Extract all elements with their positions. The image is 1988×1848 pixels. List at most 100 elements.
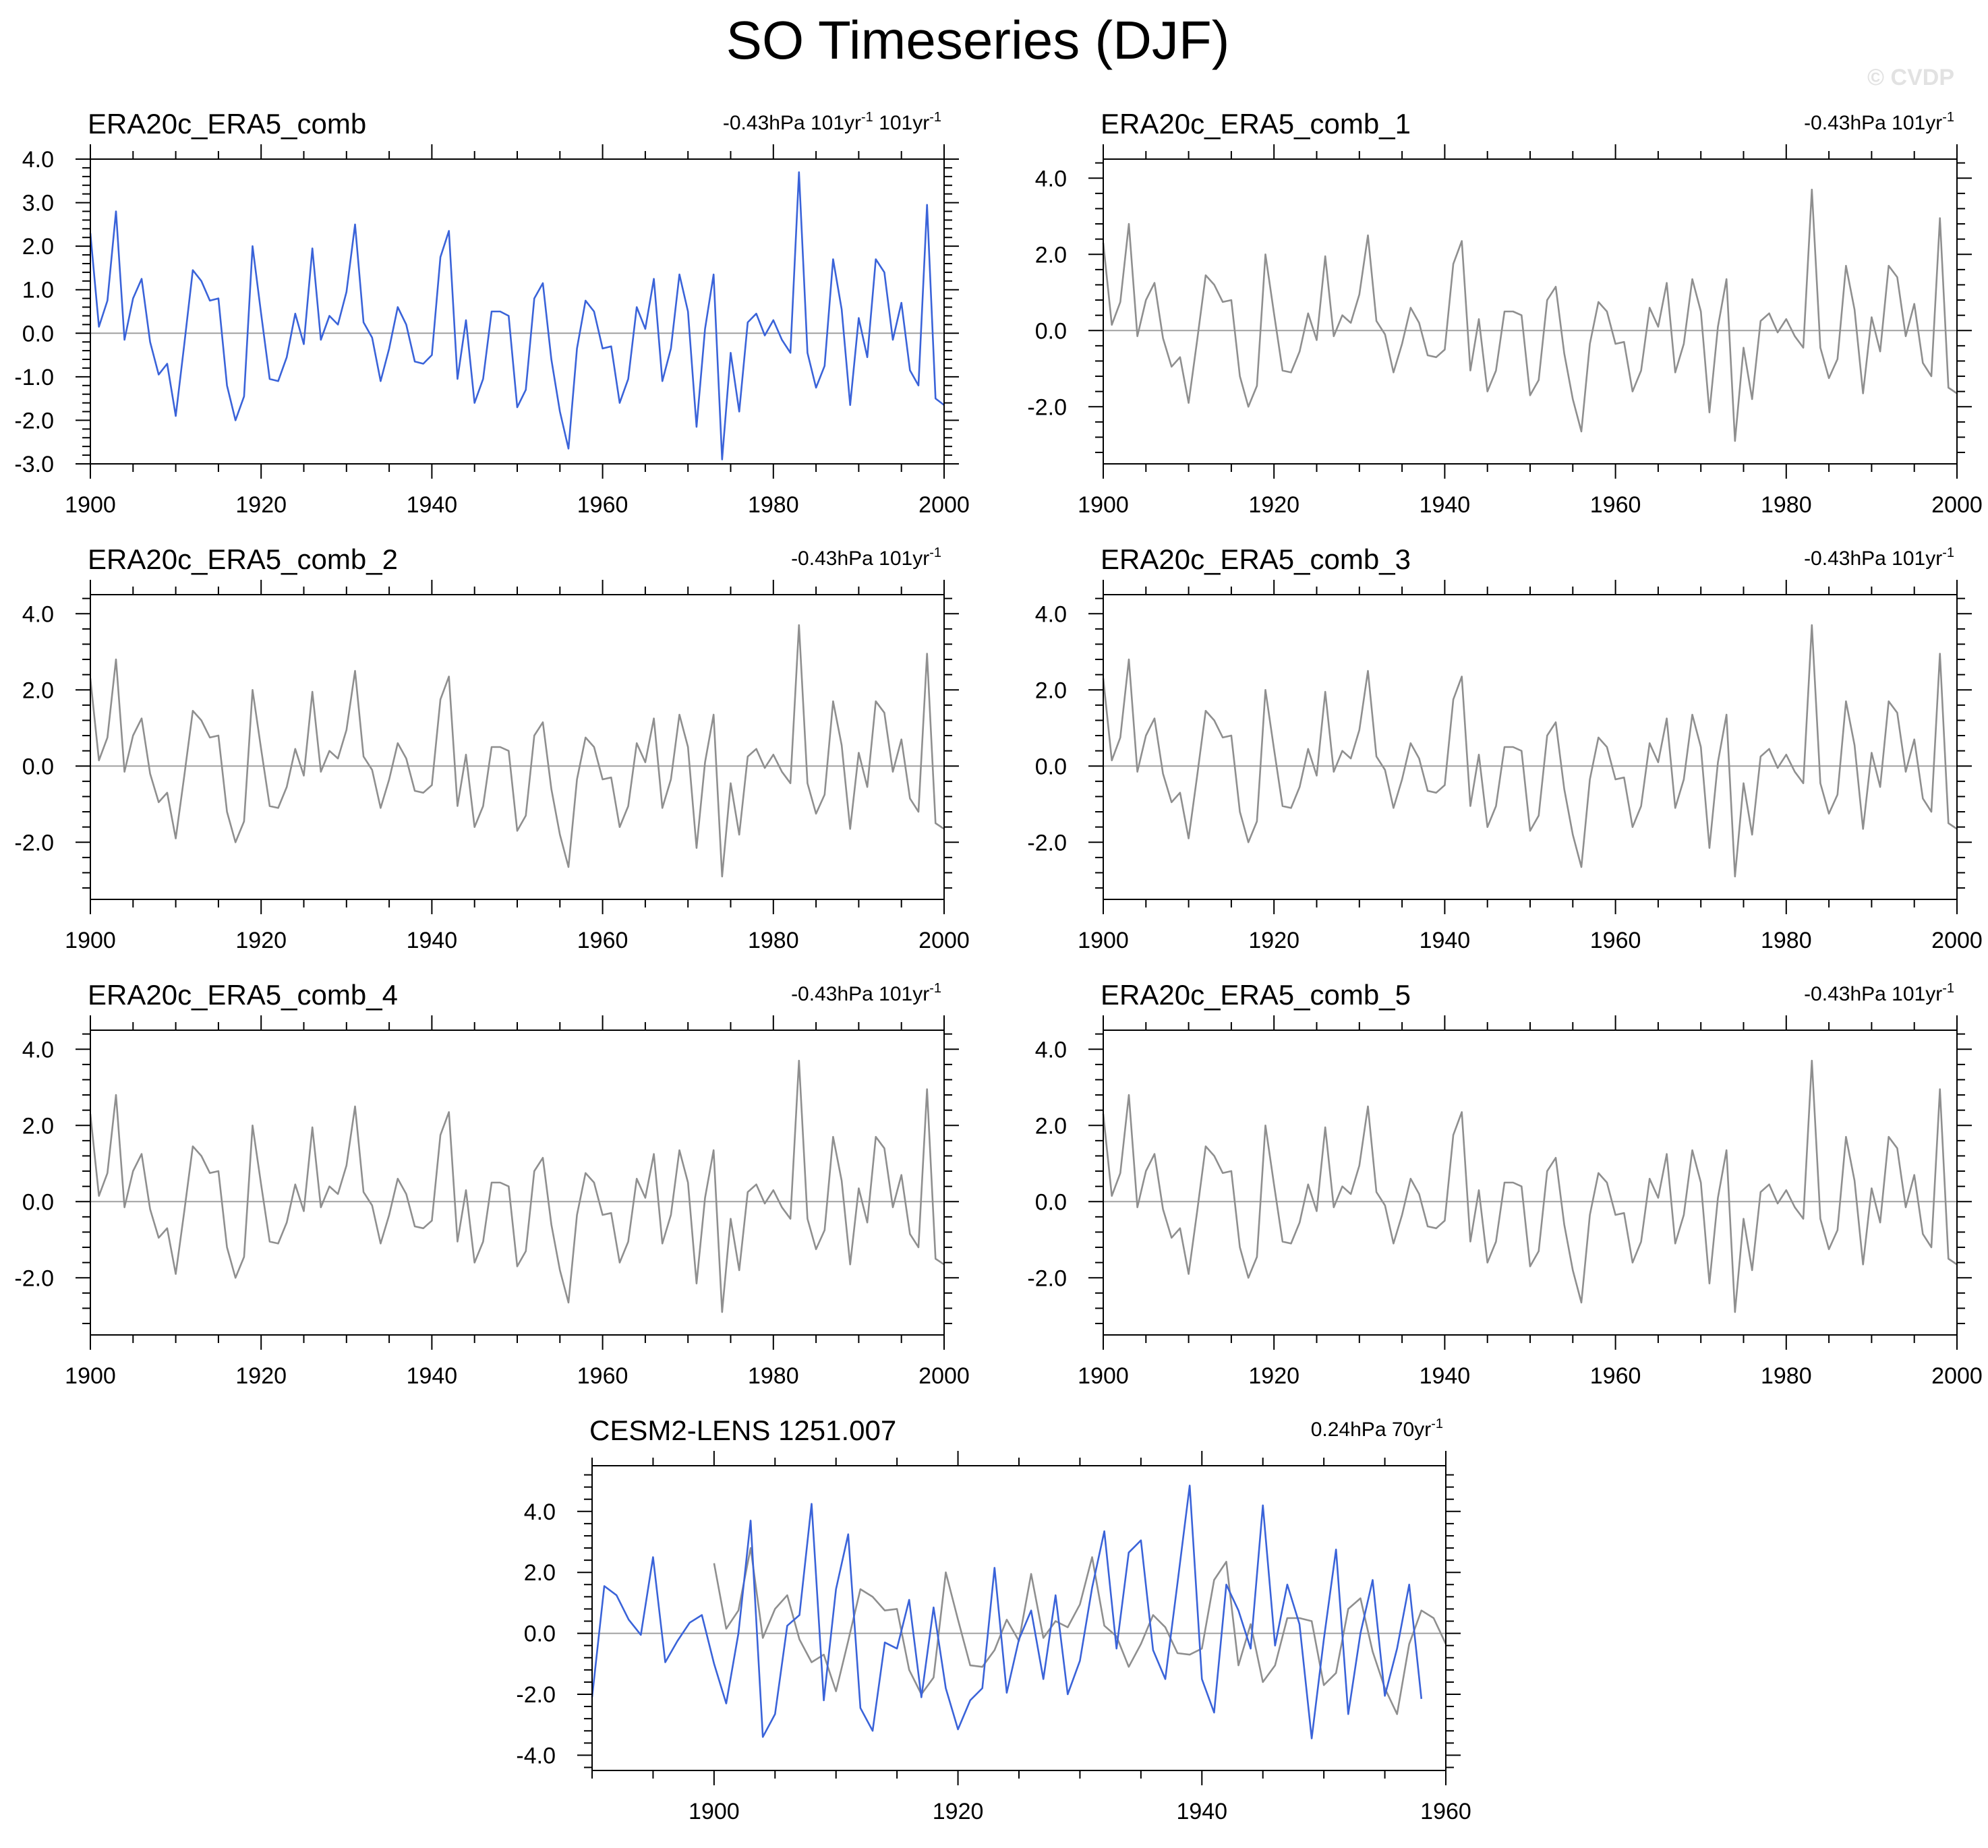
trend-text: -0.43hPa 101yr xyxy=(1804,112,1942,134)
panel-1: ERA20c_ERA5_comb_1 -0.43hPa 101yr-1 1900 19… xyxy=(1027,108,1982,518)
watermark: © CVDP xyxy=(1867,65,1954,90)
series-line-0 xyxy=(89,1059,945,1313)
y-tick-label: -2.0 xyxy=(516,1682,556,1708)
y-tick-label: 2.0 xyxy=(22,678,54,703)
x-tick-label: 1960 xyxy=(577,492,628,518)
trend-sup: -1 xyxy=(1431,1417,1443,1431)
series-line-0 xyxy=(1102,188,1958,442)
x-tick-label: 1980 xyxy=(1761,928,1812,953)
x-tick-label: 1980 xyxy=(1761,492,1812,518)
panel-title: ERA20c_ERA5_comb_4 xyxy=(88,979,398,1011)
series-line-0 xyxy=(89,171,945,460)
y-tick-label: -2.0 xyxy=(14,408,54,434)
series-line-0 xyxy=(713,1547,1447,1715)
x-tick-label: 1900 xyxy=(65,928,116,953)
panel-title: ERA20c_ERA5_comb_1 xyxy=(1101,108,1411,140)
y-tick-label: 2.0 xyxy=(1035,678,1067,703)
x-tick-label: 2000 xyxy=(1931,928,1983,953)
x-tick-label: 1960 xyxy=(1590,928,1641,953)
series-line-0 xyxy=(89,624,945,878)
x-tick-label: 2000 xyxy=(1931,492,1983,518)
x-tick-label: 1940 xyxy=(1420,492,1471,518)
trend-text: -0.43hPa 101yr xyxy=(723,112,861,134)
x-tick-label: 2000 xyxy=(918,492,970,518)
x-tick-label: 1900 xyxy=(689,1799,740,1824)
x-tick-label: 1900 xyxy=(65,1363,116,1389)
x-tick-label: 1900 xyxy=(1078,928,1129,953)
y-tick-label: 0.0 xyxy=(524,1621,556,1647)
panel-4: ERA20c_ERA5_comb_4 -0.43hPa 101yr-1 1900 19… xyxy=(14,979,969,1389)
trend-sup: -1 xyxy=(929,981,941,996)
y-tick-label: -4.0 xyxy=(516,1743,556,1768)
y-tick-label: 2.0 xyxy=(1035,242,1067,268)
x-tick-label: 2000 xyxy=(918,1363,970,1389)
trend-sup-2: -1 xyxy=(929,110,941,125)
trend-label: -0.43hPa 101yr-1 101yr-1 xyxy=(723,110,941,134)
plot-frame xyxy=(1103,158,1958,465)
x-tick-label: 1980 xyxy=(748,1363,799,1389)
trend-text: -0.43hPa 101yr xyxy=(1804,547,1942,570)
y-tick-label: 2.0 xyxy=(22,234,54,260)
x-tick-label: 1900 xyxy=(1078,1363,1129,1389)
x-tick-label: 1940 xyxy=(1176,1799,1227,1824)
x-tick-label: 1920 xyxy=(933,1799,984,1824)
trend-sup: -1 xyxy=(929,545,941,560)
trend-text-2: 101yr xyxy=(873,112,929,134)
x-tick-label: 1960 xyxy=(1590,492,1641,518)
x-tick-label: 2000 xyxy=(1931,1363,1983,1389)
x-tick-label: 1900 xyxy=(65,492,116,518)
plot-frame xyxy=(90,594,945,900)
plot-frame xyxy=(90,1030,945,1336)
series-line-1 xyxy=(591,1485,1423,1739)
trend-label: -0.43hPa 101yr-1 xyxy=(1804,110,1954,134)
trend-label: -0.43hPa 101yr-1 xyxy=(791,545,941,570)
x-tick-label: 1980 xyxy=(748,492,799,518)
x-tick-label: 1980 xyxy=(1761,1363,1812,1389)
y-tick-label: -2.0 xyxy=(1027,1265,1067,1291)
x-tick-label: 2000 xyxy=(918,928,970,953)
x-tick-label: 1960 xyxy=(1420,1799,1471,1824)
plot-frame xyxy=(591,1465,1446,1771)
y-tick-label: 4.0 xyxy=(22,147,54,173)
series-line-0 xyxy=(1102,1059,1958,1313)
panel-title: ERA20c_ERA5_comb_3 xyxy=(1101,543,1411,575)
panel-5: ERA20c_ERA5_comb_5 -0.43hPa 101yr-1 1900 19… xyxy=(1027,979,1982,1389)
x-tick-label: 1940 xyxy=(1420,1363,1471,1389)
x-tick-label: 1940 xyxy=(407,928,458,953)
trend-label: -0.43hPa 101yr-1 xyxy=(1804,545,1954,570)
y-tick-label: 0.0 xyxy=(22,1189,54,1215)
y-tick-label: 3.0 xyxy=(22,191,54,216)
x-tick-label: 1920 xyxy=(235,492,287,518)
trend-text: -0.43hPa 101yr xyxy=(791,983,929,1005)
x-tick-label: 1920 xyxy=(1248,1363,1299,1389)
y-tick-label: -3.0 xyxy=(14,452,54,477)
y-tick-label: 2.0 xyxy=(524,1560,556,1586)
x-tick-label: 1940 xyxy=(1420,928,1471,953)
trend-sup: -1 xyxy=(1942,110,1954,125)
trend-label: -0.43hPa 101yr-1 xyxy=(1804,981,1954,1005)
trend-sup: -1 xyxy=(1942,545,1954,560)
x-tick-label: 1920 xyxy=(1248,928,1299,953)
panel-title: ERA20c_ERA5_comb xyxy=(88,108,366,140)
plot-frame xyxy=(1103,594,1958,900)
main-title: SO Timeseries (DJF) xyxy=(726,10,1230,70)
y-tick-label: 1.0 xyxy=(22,278,54,303)
y-tick-label: 4.0 xyxy=(524,1499,556,1525)
x-tick-label: 1940 xyxy=(407,492,458,518)
y-tick-label: 2.0 xyxy=(22,1113,54,1139)
y-tick-label: 4.0 xyxy=(22,601,54,627)
y-tick-label: -2.0 xyxy=(14,1265,54,1291)
x-tick-label: 1920 xyxy=(235,928,287,953)
x-tick-label: 1960 xyxy=(577,928,628,953)
plot-frame xyxy=(1103,1030,1958,1336)
y-tick-label: 4.0 xyxy=(22,1037,54,1063)
x-tick-label: 1960 xyxy=(1590,1363,1641,1389)
x-tick-label: 1920 xyxy=(235,1363,287,1389)
y-tick-label: 4.0 xyxy=(1035,166,1067,191)
panel-3: ERA20c_ERA5_comb_3 -0.43hPa 101yr-1 1900 19… xyxy=(1027,543,1982,953)
panel-title: ERA20c_ERA5_comb_2 xyxy=(88,543,398,575)
x-tick-label: 1920 xyxy=(1248,492,1299,518)
panel-2: ERA20c_ERA5_comb_2 -0.43hPa 101yr-1 1900 19… xyxy=(14,543,969,953)
y-tick-label: 0.0 xyxy=(1035,318,1067,344)
